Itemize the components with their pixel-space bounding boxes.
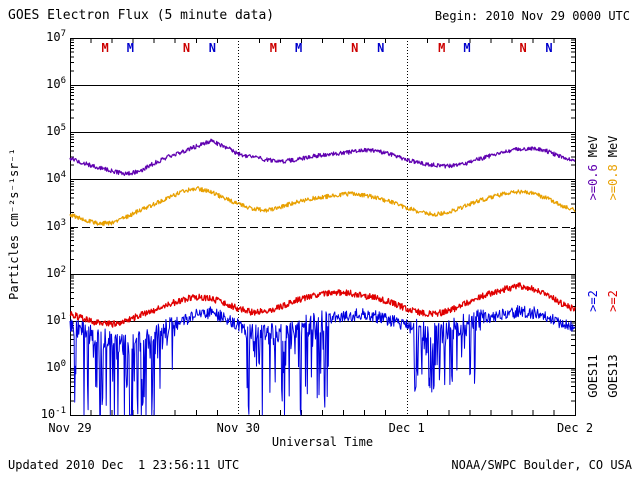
y-tick-label: 106 bbox=[46, 76, 66, 92]
event-marker-m: M bbox=[127, 41, 134, 55]
event-marker-n: N bbox=[351, 41, 358, 55]
x-axis-label: Universal Time bbox=[271, 435, 374, 449]
x-tick-label: Nov 29 bbox=[48, 421, 92, 435]
event-marker-m: M bbox=[101, 41, 108, 55]
credit-text: NOAA/SWPC Boulder, CO USA bbox=[451, 458, 632, 472]
trace-goes13-2-mev bbox=[69, 282, 576, 328]
y-tick-label: 101 bbox=[46, 311, 66, 327]
event-marker-n: N bbox=[209, 41, 216, 55]
y-tick-label: 10-1 bbox=[40, 406, 66, 421]
y-tick-label: 102 bbox=[46, 264, 66, 280]
legend-e06-unit: MeV bbox=[586, 135, 600, 158]
y-tick-label: 107 bbox=[46, 29, 66, 44]
trace-goes11-2-mev bbox=[69, 305, 576, 416]
y-tick-label: 103 bbox=[46, 217, 66, 233]
legend-e06-label: >=0.6 bbox=[586, 164, 600, 201]
event-marker-n: N bbox=[545, 41, 552, 55]
event-marker-m: M bbox=[438, 41, 445, 55]
legend-e08-label: >=0.8 bbox=[606, 164, 620, 201]
y-tick-label: 105 bbox=[46, 123, 66, 139]
event-marker-m: M bbox=[295, 41, 302, 55]
x-tick-label: Nov 30 bbox=[216, 421, 260, 435]
legend-goes13-sat: GOES13 bbox=[606, 354, 620, 398]
plot-frame bbox=[70, 38, 576, 416]
event-marker-m: M bbox=[463, 41, 470, 55]
y-tick-label: 104 bbox=[46, 170, 66, 186]
y-tick-label: 100 bbox=[46, 358, 66, 374]
trace-goes11-0-6-mev bbox=[69, 138, 576, 176]
trace-goes13-0-8-mev bbox=[69, 186, 576, 226]
x-tick-label: Dec 2 bbox=[556, 421, 594, 435]
chart-title: GOES Electron Flux (5 minute data) bbox=[8, 8, 275, 23]
event-marker-n: N bbox=[377, 41, 384, 55]
legend-e08-unit: MeV bbox=[606, 135, 620, 158]
legend-goes11-sat: GOES11 bbox=[586, 354, 600, 398]
event-marker-n: N bbox=[519, 41, 526, 55]
event-marker-n: N bbox=[183, 41, 190, 55]
event-marker-m: M bbox=[270, 41, 277, 55]
x-tick-label: Dec 1 bbox=[388, 421, 425, 435]
updated-timestamp: Updated 2010 Dec 1 23:56:11 UTC bbox=[8, 458, 240, 472]
begin-timestamp: Begin: 2010 Nov 29 0000 UTC bbox=[434, 9, 630, 23]
